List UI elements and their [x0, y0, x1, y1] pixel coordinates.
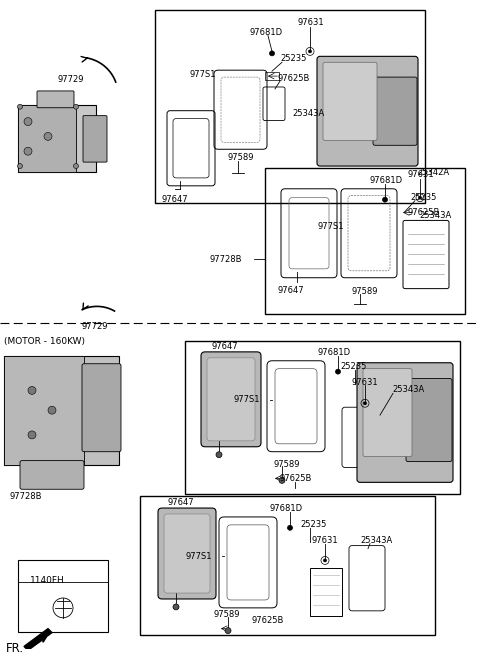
Text: 25343A: 25343A [360, 535, 392, 545]
Circle shape [269, 51, 275, 56]
Text: 977S1: 977S1 [317, 222, 344, 231]
Text: 97625B: 97625B [280, 474, 312, 484]
Text: 977S1: 977S1 [190, 70, 216, 79]
Circle shape [44, 133, 52, 141]
FancyBboxPatch shape [82, 364, 121, 452]
FancyBboxPatch shape [323, 62, 377, 141]
FancyBboxPatch shape [20, 461, 84, 489]
Text: 97589: 97589 [274, 460, 300, 468]
Text: 97681D: 97681D [250, 28, 283, 37]
Text: 25343A: 25343A [419, 210, 451, 219]
FancyBboxPatch shape [317, 57, 418, 166]
Text: 97625B: 97625B [252, 616, 284, 625]
Text: 97631: 97631 [312, 535, 338, 545]
Text: 97647: 97647 [162, 194, 189, 204]
FancyBboxPatch shape [373, 77, 417, 145]
Text: 25343A: 25343A [292, 108, 324, 118]
FancyBboxPatch shape [37, 91, 74, 108]
Text: 97728B: 97728B [10, 492, 43, 501]
Circle shape [17, 104, 23, 109]
FancyBboxPatch shape [380, 147, 392, 156]
Text: 97589: 97589 [214, 610, 240, 619]
Circle shape [24, 118, 32, 125]
FancyBboxPatch shape [410, 458, 430, 478]
FancyBboxPatch shape [201, 352, 261, 447]
FancyBboxPatch shape [310, 568, 342, 616]
FancyBboxPatch shape [18, 104, 96, 172]
Text: 97647: 97647 [211, 342, 238, 351]
Text: 97631: 97631 [298, 18, 324, 27]
Text: 97589: 97589 [352, 286, 379, 296]
FancyBboxPatch shape [363, 369, 412, 457]
Text: 25343A: 25343A [392, 386, 424, 394]
Text: 25235: 25235 [410, 193, 436, 202]
Text: 97589: 97589 [228, 153, 254, 162]
Text: 25235: 25235 [280, 55, 306, 63]
Bar [155, 10, 425, 202]
Circle shape [309, 50, 312, 53]
Text: 97681D: 97681D [270, 504, 303, 513]
Circle shape [173, 604, 179, 610]
Text: 25342A: 25342A [417, 168, 449, 177]
Circle shape [279, 478, 285, 484]
Circle shape [28, 431, 36, 439]
FancyBboxPatch shape [4, 356, 84, 464]
Circle shape [28, 386, 36, 394]
FancyBboxPatch shape [158, 508, 216, 599]
Circle shape [225, 627, 231, 633]
Text: 977S1: 977S1 [234, 396, 261, 404]
Text: 97728B: 97728B [210, 255, 242, 264]
Text: 97681D: 97681D [370, 176, 403, 185]
Circle shape [383, 197, 387, 202]
Circle shape [24, 147, 32, 155]
Bar [140, 496, 435, 635]
Text: 977S1: 977S1 [186, 551, 213, 560]
Text: 97631: 97631 [408, 170, 434, 179]
Circle shape [48, 406, 56, 414]
Text: 97631: 97631 [352, 378, 379, 386]
Circle shape [363, 402, 367, 405]
Text: 97681D: 97681D [318, 348, 351, 357]
FancyBboxPatch shape [164, 514, 210, 593]
Bar [185, 341, 460, 494]
Circle shape [73, 104, 79, 109]
Bar [265, 168, 465, 314]
Circle shape [419, 196, 421, 199]
Text: 25235: 25235 [300, 520, 326, 529]
Circle shape [73, 164, 79, 169]
FancyBboxPatch shape [357, 363, 453, 482]
Circle shape [216, 452, 222, 458]
Text: 25235: 25235 [340, 362, 366, 371]
FancyBboxPatch shape [18, 104, 76, 172]
Circle shape [336, 369, 340, 374]
Circle shape [288, 526, 292, 530]
Text: (MOTOR - 160KW): (MOTOR - 160KW) [4, 336, 85, 346]
Text: FR.: FR. [6, 643, 24, 656]
Text: 1140FH: 1140FH [30, 576, 65, 585]
Text: 97729: 97729 [82, 322, 108, 331]
FancyBboxPatch shape [406, 378, 452, 462]
FancyBboxPatch shape [83, 116, 107, 162]
Text: 97625B: 97625B [278, 74, 311, 83]
Text: 97647: 97647 [277, 286, 304, 294]
FancyBboxPatch shape [207, 358, 255, 441]
Bar [18, 560, 108, 631]
Text: 97625B: 97625B [408, 208, 440, 217]
Polygon shape [24, 629, 52, 650]
FancyBboxPatch shape [4, 356, 119, 464]
Text: 97647: 97647 [168, 498, 194, 507]
Text: 97729: 97729 [58, 75, 84, 84]
Circle shape [17, 164, 23, 169]
Circle shape [324, 559, 326, 562]
